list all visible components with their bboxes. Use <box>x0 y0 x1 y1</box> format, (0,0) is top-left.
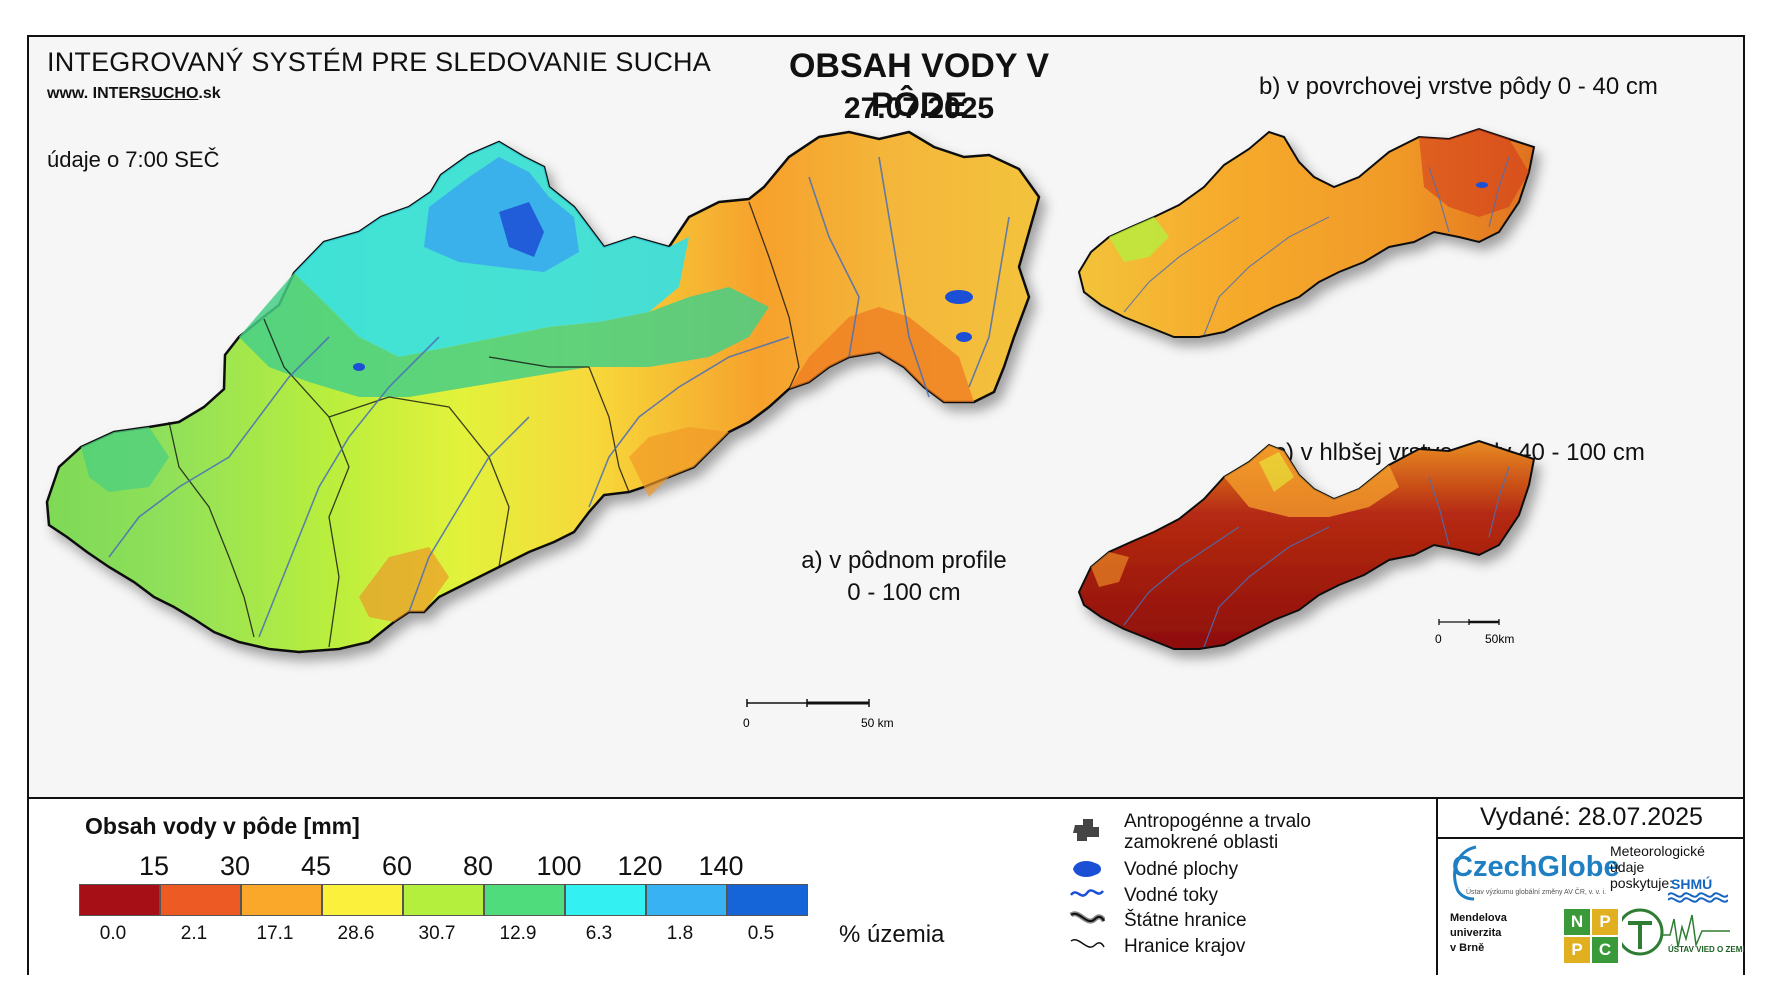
legend-panel: Obsah vody v pôde [mm] 15 30 45 60 80 10… <box>29 797 1745 975</box>
website-part-domain: .sk <box>198 85 221 102</box>
surface-layer-map <box>1077 127 1536 338</box>
main-date: 27.07.2025 <box>843 92 995 125</box>
percent-label: 30.7 <box>418 923 456 944</box>
issuer-panel: Vydané: 28.07.2025 CzechGlobe Ústav výzk… <box>1436 799 1745 975</box>
slovakia-outline-main <box>45 130 1041 654</box>
threshold-label: 140 <box>698 851 744 881</box>
website-part-inter: INTER <box>92 85 141 102</box>
percent-label: 12.9 <box>499 923 537 944</box>
website-link[interactable]: www. INTERSUCHO.sk <box>47 85 221 103</box>
map-a-label-line1: a) v pôdnom profile <box>801 547 1007 574</box>
scale-main-start: 0 <box>743 716 750 730</box>
issued-date: Vydané: 28.07.2025 <box>1480 803 1703 831</box>
anthropogenic-area-icon <box>1073 819 1099 841</box>
percent-label: 17.1 <box>256 923 294 944</box>
main-soil-map: 0 50 km <box>45 127 1536 730</box>
data-time-note: údaje o 7:00 SEČ <box>47 147 220 172</box>
czechglobe-logo: CzechGlobe <box>1452 851 1620 883</box>
deep-layer-map: 0 50km <box>1077 439 1536 650</box>
scale-bar-small: 0 50km <box>1435 619 1514 646</box>
uvz-logo-text: ÚSTAV VIED O ZEMI <box>1668 945 1745 954</box>
threshold-label: 60 <box>381 851 413 881</box>
percent-label: 2.1 <box>180 923 208 944</box>
state-border-icon <box>1069 911 1105 924</box>
legend-swatch <box>403 884 484 916</box>
shmu-wave-icon <box>1668 892 1728 903</box>
threshold-label: 15 <box>138 851 170 881</box>
anthropogenic-area-label: Antropogénne a trvalo zamokrené oblasti <box>1124 811 1311 853</box>
czechglobe-subtitle: Ústav výzkumu globální změny AV ČR, v. v… <box>1466 889 1607 896</box>
percent-label: 1.8 <box>666 923 694 944</box>
water-stream-label: Vodné toky <box>1124 885 1219 906</box>
map-a-label: a) v pôdnom profile 0 - 100 cm <box>789 545 1019 609</box>
map-b-label: b) v povrchovej vrstve pôdy 0 - 40 cm <box>1259 73 1658 100</box>
legend-swatch <box>241 884 322 916</box>
website-part-sucho: SUCHO <box>140 85 199 102</box>
czechglobe-arc-icon <box>1453 845 1477 901</box>
issuer-divider <box>1438 837 1745 839</box>
threshold-label: 30 <box>219 851 251 881</box>
scale-main-end: 50 km <box>861 716 894 730</box>
legend-swatch <box>79 884 160 916</box>
scale-bar-main: 0 50 km <box>743 699 894 730</box>
main-title: OBSAH VODY V PÔDE <box>788 47 1050 124</box>
map-a-label-line2: 0 - 100 cm <box>847 579 961 606</box>
region-border-label: Hranice krajov <box>1124 936 1246 957</box>
meteo-provider-note: Meteorologické údaje poskytuje: <box>1610 843 1705 891</box>
legend-swatch <box>484 884 565 916</box>
map-frame: INTEGROVANÝ SYSTÉM PRE SLEDOVANIE SUCHA … <box>27 35 1745 975</box>
scale-small-end: 50km <box>1485 632 1514 646</box>
water-body <box>945 290 973 304</box>
legend-title: Obsah vody v pôde [mm] <box>85 813 360 839</box>
system-title: INTEGROVANÝ SYSTÉM PRE SLEDOVANIE SUCHA <box>47 47 711 77</box>
percent-label: 0.5 <box>747 923 775 944</box>
website-prefix: www. <box>47 85 89 102</box>
legend-swatch <box>727 884 808 916</box>
threshold-label: 100 <box>536 851 582 881</box>
threshold-label: 80 <box>462 851 494 881</box>
state-border-label: Štátne hranice <box>1124 910 1247 931</box>
water-body-icon <box>1073 861 1101 877</box>
threshold-label: 45 <box>300 851 332 881</box>
threshold-label: 120 <box>617 851 663 881</box>
region-border-icon <box>1070 939 1105 948</box>
mendel-university-logo: Mendelova univerzita v Brně <box>1450 912 1507 954</box>
legend-swatch <box>565 884 646 916</box>
legend-swatch <box>646 884 727 916</box>
scale-small-start: 0 <box>1435 632 1442 646</box>
shmu-logo: SHMÚ <box>1671 876 1713 892</box>
percent-unit-label: % územia <box>839 921 945 948</box>
percent-label: 28.6 <box>337 923 375 944</box>
uvz-logo-graphic <box>1622 908 1730 956</box>
legend-swatch <box>160 884 241 916</box>
water-body-label: Vodné plochy <box>1124 859 1239 880</box>
percent-label: 6.3 <box>585 923 613 944</box>
percent-label: 0.0 <box>99 923 127 944</box>
legend-swatch <box>322 884 403 916</box>
water-stream-icon <box>1070 889 1104 897</box>
